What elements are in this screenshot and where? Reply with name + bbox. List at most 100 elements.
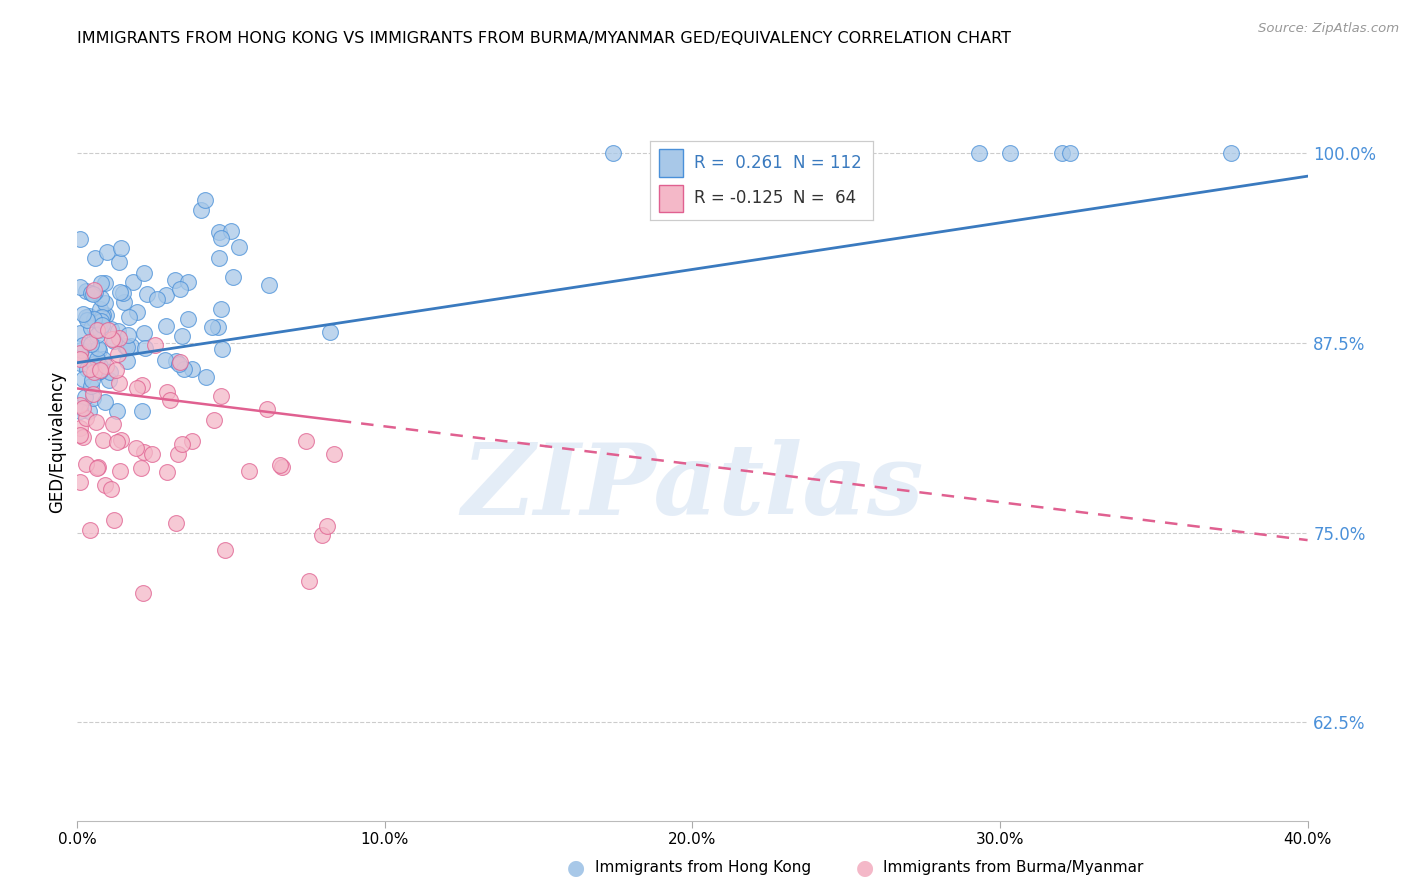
- Text: Immigrants from Burma/Myanmar: Immigrants from Burma/Myanmar: [883, 861, 1143, 875]
- Point: [298, 574, 321, 588]
- Point: [94, 359, 117, 373]
- Point: [89, 323, 111, 337]
- Point: [672, 146, 695, 161]
- Point: [295, 434, 318, 449]
- Point: [91, 351, 114, 366]
- Point: [319, 325, 342, 339]
- Point: [101, 332, 124, 346]
- Point: [257, 277, 280, 292]
- Point: [209, 301, 232, 316]
- Point: [219, 224, 242, 238]
- Point: [69, 427, 91, 442]
- Point: [84, 415, 107, 429]
- Point: [165, 353, 187, 368]
- Point: [108, 331, 131, 345]
- Point: [77, 404, 100, 418]
- Point: [76, 361, 98, 376]
- Point: [134, 341, 156, 355]
- Point: [131, 404, 153, 418]
- Point: [73, 390, 96, 404]
- Point: [91, 308, 114, 322]
- Point: [79, 362, 101, 376]
- Point: [89, 359, 111, 374]
- Point: [214, 542, 236, 557]
- Point: [108, 285, 131, 299]
- Point: [72, 372, 94, 386]
- Point: [664, 146, 686, 161]
- Point: [177, 312, 200, 326]
- Point: [75, 310, 97, 325]
- Point: [72, 401, 94, 415]
- Point: [112, 295, 135, 310]
- Point: [211, 342, 233, 356]
- Point: [256, 401, 278, 416]
- Point: [89, 364, 111, 378]
- Text: Source: ZipAtlas.com: Source: ZipAtlas.com: [1258, 22, 1399, 36]
- Point: [69, 475, 91, 490]
- Point: [93, 395, 115, 409]
- Point: [228, 240, 250, 254]
- Point: [69, 232, 91, 246]
- Point: [190, 203, 212, 218]
- Point: [97, 322, 120, 336]
- Point: [83, 358, 105, 372]
- Point: [94, 308, 117, 322]
- Point: [86, 461, 108, 475]
- Point: [107, 347, 129, 361]
- Point: [1219, 146, 1241, 161]
- Text: Immigrants from Hong Kong: Immigrants from Hong Kong: [595, 861, 811, 875]
- Point: [87, 460, 110, 475]
- Point: [105, 404, 128, 418]
- Point: [82, 286, 104, 301]
- Point: [69, 401, 91, 415]
- Point: [163, 272, 186, 286]
- Text: ZIPatlas: ZIPatlas: [461, 439, 924, 535]
- Point: [75, 457, 97, 471]
- Point: [129, 461, 152, 475]
- Point: [86, 341, 108, 355]
- Point: [69, 356, 91, 370]
- Point: [83, 285, 105, 300]
- Point: [211, 230, 233, 244]
- Point: [103, 417, 125, 431]
- Point: [271, 460, 294, 475]
- Point: [169, 355, 191, 369]
- Point: [86, 323, 108, 337]
- Point: [169, 282, 191, 296]
- Text: N =  64: N = 64: [793, 189, 856, 207]
- Point: [177, 276, 200, 290]
- Point: [90, 276, 112, 290]
- Point: [120, 338, 142, 352]
- Point: [103, 513, 125, 527]
- Point: [131, 377, 153, 392]
- Bar: [658, 185, 683, 212]
- Point: [69, 326, 91, 341]
- Point: [90, 314, 112, 328]
- Point: [72, 430, 94, 444]
- Point: [167, 357, 190, 371]
- Point: [155, 288, 177, 302]
- Point: [208, 251, 231, 265]
- Point: [79, 336, 101, 351]
- Point: [83, 312, 105, 326]
- Point: [208, 225, 231, 239]
- Y-axis label: GED/Equivalency: GED/Equivalency: [48, 370, 66, 513]
- Point: [315, 518, 337, 533]
- Point: [132, 445, 155, 459]
- Point: [156, 465, 179, 479]
- Point: [83, 283, 105, 297]
- Point: [94, 276, 117, 290]
- Point: [165, 516, 187, 530]
- Point: [132, 266, 155, 280]
- Text: R = -0.125: R = -0.125: [695, 189, 783, 207]
- Point: [82, 391, 104, 405]
- Point: [100, 482, 122, 496]
- Point: [97, 373, 120, 387]
- Point: [90, 318, 112, 332]
- Point: [155, 319, 177, 334]
- Point: [69, 398, 91, 412]
- Point: [80, 321, 103, 335]
- Point: [89, 301, 111, 316]
- Point: [76, 313, 98, 327]
- Point: [110, 241, 132, 255]
